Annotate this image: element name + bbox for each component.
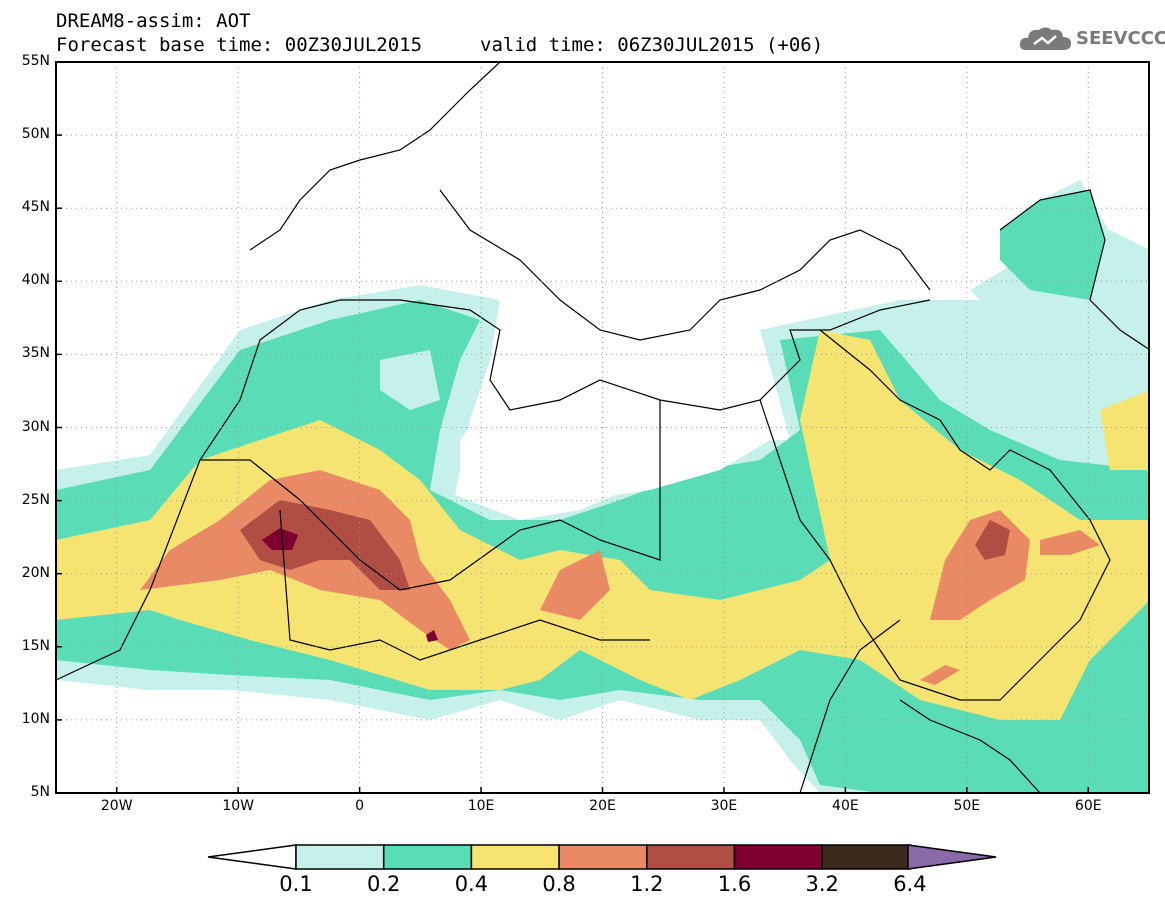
colorbar-cell: [470, 844, 560, 870]
colorbar-label: 0.4: [454, 872, 489, 896]
aot-band-1.6: [262, 528, 298, 550]
lon-label: 20W: [100, 798, 133, 814]
colorbar-label: 3.2: [805, 872, 839, 896]
lat-label: 40N: [21, 272, 50, 289]
lon-label: 10E: [467, 798, 495, 814]
cloud-logo-icon: [1019, 27, 1072, 50]
lat-label: 25N: [21, 491, 50, 508]
forecast-valid-time: valid time: 06Z30JUL2015 (+06): [480, 34, 824, 56]
lat-label: 45N: [21, 199, 50, 216]
colorbar-cell: [821, 844, 911, 870]
forecast-variable-title: DREAM8-assim: AOT: [56, 10, 251, 32]
lon-label: 50E: [953, 798, 981, 814]
colorbar-label: 0.8: [542, 872, 576, 896]
lat-label: 30N: [21, 418, 50, 435]
colorbar-above-arrow: [907, 844, 997, 870]
seevccc-logo: SEEVCCC: [1018, 24, 1165, 54]
colorbar-label: 1.6: [717, 872, 752, 896]
lat-label: 35N: [21, 345, 50, 362]
colorbar-label: 1.2: [630, 872, 664, 896]
colorbar-cell: [295, 844, 385, 870]
lon-label: 60E: [1074, 798, 1102, 814]
lon-label: 20E: [589, 798, 616, 814]
lat-label: 20N: [21, 564, 50, 581]
lat-label: 50N: [21, 126, 50, 143]
colorbar-cell: [382, 844, 473, 870]
colorbar-label: 0.2: [366, 872, 401, 896]
forecast-base-time: Forecast base time: 00Z30JUL2015: [56, 34, 423, 56]
colorbar-cell: [733, 844, 823, 870]
aot-band-0.4: [56, 330, 1149, 720]
lat-label: 10N: [21, 710, 50, 727]
lon-label: 10W: [222, 798, 254, 814]
colorbar-below-arrow: [207, 844, 297, 870]
logo-text: SEEVCCC: [1076, 28, 1165, 49]
colorbar-label: 6.4: [893, 872, 927, 896]
lat-label: 5N: [30, 784, 50, 800]
lat-label: 15N: [21, 637, 50, 654]
aot-band-1.2: [240, 500, 410, 590]
lat-label: 55N: [21, 53, 50, 69]
lon-label: 0: [355, 798, 365, 814]
colorbar-cell: [646, 844, 736, 870]
lon-label: 30E: [710, 798, 738, 814]
colorbar-cell: [558, 844, 648, 870]
colorbar-label: 0.1: [279, 872, 313, 896]
lon-label: 40E: [832, 798, 859, 814]
